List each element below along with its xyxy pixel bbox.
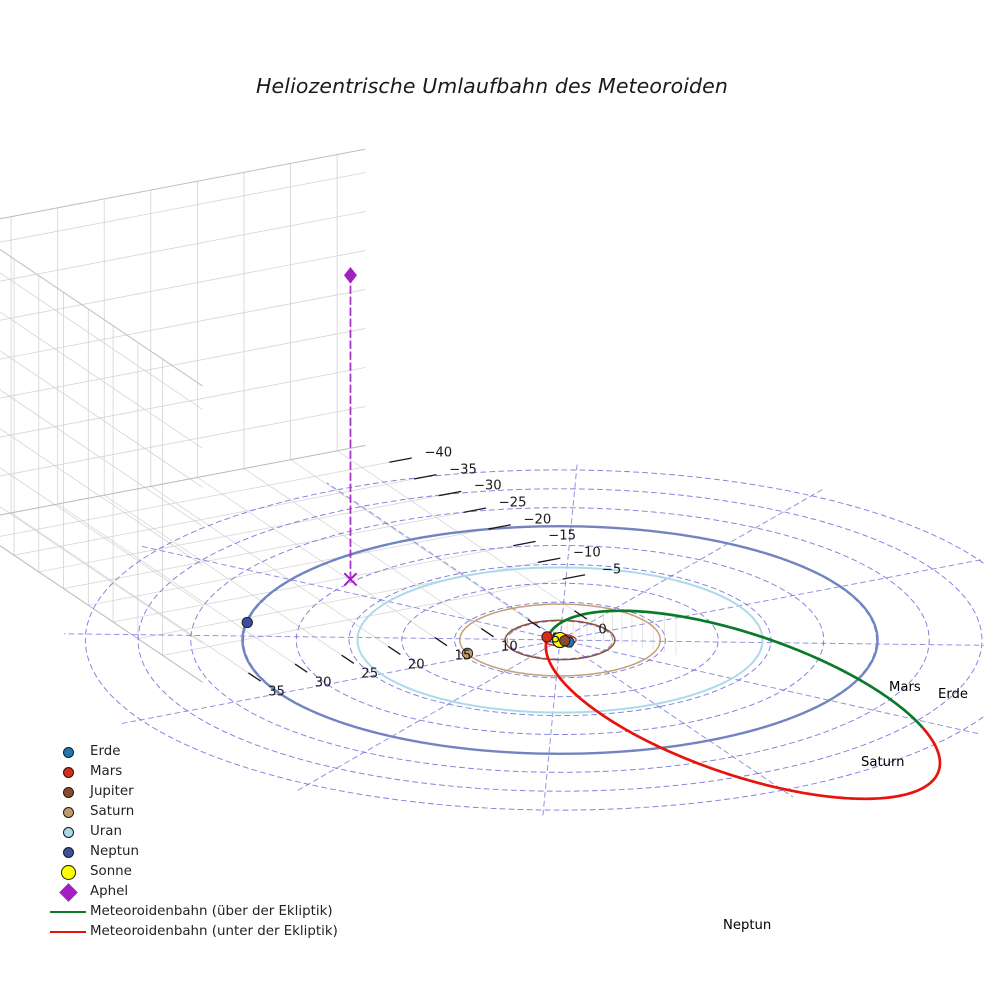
- axis-tick-label: 25: [361, 666, 379, 682]
- legend-line-key: [46, 922, 90, 942]
- legend-item-label: Meteoroidenbahn (unter der Ekliptik): [90, 924, 338, 939]
- axis-tick-label: −5: [601, 562, 622, 578]
- legend-diamond-marker: [58, 882, 78, 902]
- legend-item[interactable]: Meteoroidenbahn (über der Ekliptik): [46, 902, 338, 922]
- legend-item[interactable]: Erde: [46, 742, 338, 762]
- legend-item[interactable]: Saturn: [46, 802, 338, 822]
- axis-tick-label: −20: [523, 512, 552, 528]
- legend-item-label: Aphel: [90, 884, 129, 899]
- page-title: Heliozentrische Umlaufbahn des Meteoroid…: [256, 74, 728, 98]
- legend-item-label: Saturn: [90, 804, 135, 819]
- axis-tick-label: 0: [598, 622, 607, 638]
- body-label-saturn: Saturn: [861, 755, 905, 770]
- axis-tick-label: −15: [548, 528, 576, 544]
- legend-item[interactable]: Uran: [46, 822, 338, 842]
- body-label-erde: Erde: [938, 687, 969, 702]
- legend-item-label: Erde: [90, 744, 121, 759]
- axis-tick-label: −40: [424, 445, 453, 461]
- axis-tick-label: 5: [551, 631, 561, 647]
- body-label-neptun: Neptun: [723, 918, 772, 933]
- legend-item-label: Neptun: [90, 844, 139, 859]
- axis-tick-label: −30: [473, 478, 502, 494]
- legend-item-label: Meteoroidenbahn (über der Ekliptik): [90, 904, 333, 919]
- body-label-mars: Mars: [889, 680, 921, 695]
- legend-circle-marker: [62, 846, 74, 858]
- legend-line-swatch: [50, 931, 86, 933]
- axis-tick-label: 10: [501, 639, 518, 655]
- ecliptic-polar-grid: [63, 461, 984, 819]
- axis-tick-label: 30: [314, 675, 332, 691]
- legend-circle-marker: [62, 766, 74, 778]
- legend-item[interactable]: Neptun: [46, 842, 338, 862]
- planet-markers: [241, 616, 575, 659]
- legend-circle-marker: [62, 806, 74, 818]
- legend-marker-key: [46, 822, 90, 842]
- orbit-droplines: [550, 610, 677, 656]
- legend-line-key: [46, 902, 90, 922]
- legend-marker-key: [46, 802, 90, 822]
- meteoroid-orbit-curve: [544, 609, 942, 801]
- axes-panes: [0, 148, 576, 683]
- legend-item[interactable]: Sonne: [46, 862, 338, 882]
- legend-item-label: Uran: [90, 824, 122, 839]
- legend-circle-marker: [62, 746, 74, 758]
- legend-item[interactable]: Meteoroidenbahn (unter der Ekliptik): [46, 922, 338, 942]
- legend-item[interactable]: Mars: [46, 762, 338, 782]
- legend-item[interactable]: Jupiter: [46, 782, 338, 802]
- legend-circle-marker: [62, 826, 74, 838]
- legend-circle-marker: [62, 786, 74, 798]
- legend-marker-key: [46, 762, 90, 782]
- axis-tick-label: 15: [454, 648, 472, 664]
- legend-circle-marker: [60, 864, 76, 880]
- axis-tick-label: 20: [407, 657, 425, 673]
- axis-tick-label: −10: [572, 545, 601, 561]
- legend-line-swatch: [50, 911, 86, 913]
- legend-marker-key: [46, 862, 90, 882]
- legend: Erde Mars Jupiter Saturn Uran Neptun Sonne Aphe…: [46, 742, 338, 942]
- axis-tick-label: −35: [449, 462, 477, 478]
- legend-item-label: Mars: [90, 764, 123, 779]
- legend-marker-key: [46, 842, 90, 862]
- planet-orbit-curves: [241, 525, 879, 755]
- axis-tick-label: 35: [268, 684, 285, 700]
- legend-item-label: Jupiter: [90, 784, 134, 799]
- legend-marker-key: [46, 742, 90, 762]
- legend-item-label: Sonne: [90, 864, 132, 879]
- legend-marker-key: [46, 882, 90, 902]
- axis-tick-label: −25: [498, 495, 527, 511]
- legend-item[interactable]: Aphel: [46, 882, 338, 902]
- legend-marker-key: [46, 782, 90, 802]
- aphelion-marker-group: [343, 266, 357, 586]
- axis-tick-marks: [248, 457, 587, 682]
